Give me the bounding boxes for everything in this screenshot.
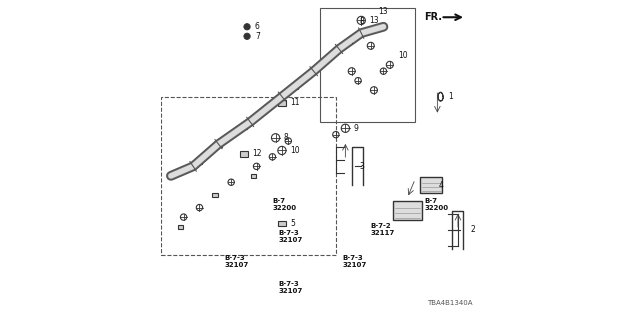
Circle shape [244,33,250,39]
Circle shape [244,24,250,30]
Bar [215,142,222,147]
Text: 4: 4 [439,181,444,190]
Text: 1: 1 [449,92,453,101]
Bar [161,97,336,255]
Text: B-7-3
32107: B-7-3 32107 [279,230,303,243]
Text: TBA4B1340A: TBA4B1340A [427,300,472,306]
Text: 12: 12 [252,149,261,158]
Text: B-7
32200: B-7 32200 [273,198,296,211]
Text: 2: 2 [470,225,476,234]
Text: 13: 13 [379,7,388,16]
Bar [241,124,247,129]
Text: 10: 10 [397,52,407,60]
Bar [250,174,256,178]
Bar [420,178,442,193]
Bar [195,160,202,164]
Text: 6: 6 [255,22,260,31]
Text: B-7-3
32107: B-7-3 32107 [342,255,367,268]
Bar [212,193,218,197]
Text: FR.: FR. [424,12,442,22]
Text: B-7-3
32107: B-7-3 32107 [279,281,303,293]
Text: 8: 8 [284,133,288,142]
Bar [240,151,248,156]
Text: B-7-2
32117: B-7-2 32117 [371,223,395,236]
Text: 10: 10 [290,146,300,155]
Bar [291,84,298,89]
Bar [393,201,422,220]
Bar [177,225,183,228]
Bar [320,8,415,122]
Text: B-7-3
32107: B-7-3 32107 [225,255,249,268]
Text: 3: 3 [360,162,365,171]
Text: 5: 5 [290,219,295,228]
Text: 11: 11 [290,99,300,108]
Bar [278,220,286,226]
Text: 13: 13 [369,16,379,25]
Text: 7: 7 [255,32,260,41]
Text: 8: 8 [360,17,364,26]
Text: B-7
32200: B-7 32200 [425,198,449,211]
Text: 9: 9 [353,124,358,133]
Bar [278,100,286,106]
